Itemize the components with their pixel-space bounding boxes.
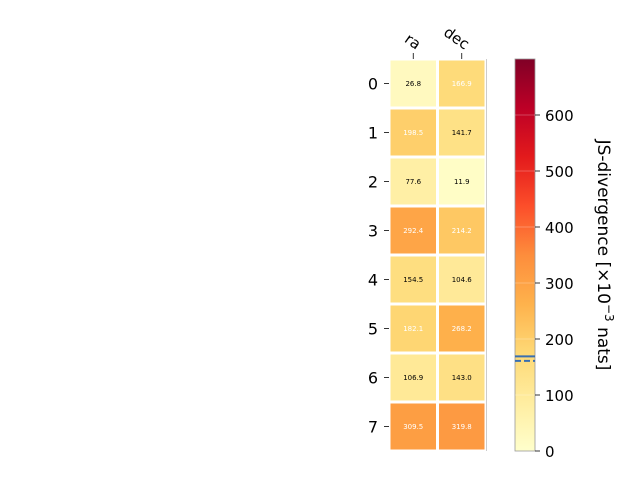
- row-label: 5: [368, 320, 378, 339]
- row-labels: 0 1 2 3 4 5 6 7: [368, 75, 389, 437]
- heatmap-cell: [439, 158, 485, 205]
- colorbar-ticks: 0 100 200 300 400 500 600: [515, 107, 574, 461]
- column-label: dec: [440, 23, 472, 53]
- colorbar-tick-label: 400: [545, 219, 574, 237]
- row-label: 2: [368, 173, 378, 192]
- cell-value-label: 319.8: [452, 423, 472, 431]
- cell-value-label: 268.2: [452, 325, 472, 333]
- heatmap-cell: [390, 207, 436, 254]
- row-label: 0: [368, 75, 378, 94]
- row-label: 3: [368, 222, 378, 241]
- heatmap-cell: [439, 256, 485, 303]
- heatmap-cell: [439, 403, 485, 450]
- heatmap-cell: [390, 60, 436, 107]
- colorbar-tick-label: 100: [545, 387, 574, 405]
- heatmap-cell: [390, 354, 436, 401]
- cell-value-label: 198.5: [403, 129, 423, 137]
- row-label: 1: [368, 124, 378, 143]
- cell-value-label: 143.0: [452, 374, 472, 382]
- heatmap-cell: [390, 109, 436, 156]
- heatmap-cell: [439, 305, 485, 352]
- row-label: 6: [368, 369, 378, 388]
- cell-value-label: 26.8: [405, 80, 421, 88]
- row-label: 4: [368, 271, 378, 290]
- colorbar-tick-label: 500: [545, 163, 574, 181]
- colorbar-tick-label: 0: [545, 443, 555, 461]
- cell-value-label: 292.4: [403, 227, 424, 235]
- heatmap-cell: [390, 256, 436, 303]
- heatmap-cells: 26.8 166.9 198.5 141.7 77.6 11.9 292.4 214.2 154…: [390, 60, 485, 450]
- colorbar-label: JS-divergence [×10−3 nats]: [593, 139, 616, 371]
- row-label: 7: [368, 418, 378, 437]
- heatmap-cell: [439, 109, 485, 156]
- cell-value-label: 166.9: [452, 80, 472, 88]
- cell-value-label: 11.9: [454, 178, 470, 186]
- cell-value-label: 104.6: [452, 276, 473, 284]
- heatmap-cell: [439, 207, 485, 254]
- colorbar: [514, 58, 536, 452]
- cell-value-label: 214.2: [452, 227, 472, 235]
- heatmap-cell: [439, 354, 485, 401]
- cell-value-label: 154.5: [403, 276, 423, 284]
- cell-value-label: 77.6: [405, 178, 421, 186]
- column-labels: ra dec: [401, 23, 473, 59]
- colorbar-markers: [515, 355, 535, 362]
- heatmap-cell: [390, 158, 436, 205]
- cell-value-label: 309.5: [403, 423, 423, 431]
- heatmap-cell: [390, 305, 436, 352]
- colorbar-tick-label: 200: [545, 331, 574, 349]
- heatmap-cell: [390, 403, 436, 450]
- heatmap-cell: [439, 60, 485, 107]
- colorbar-tick-label: 600: [545, 107, 574, 125]
- cell-value-label: 106.9: [403, 374, 423, 382]
- colorbar-tick-label: 300: [545, 275, 574, 293]
- cell-value-label: 141.7: [452, 129, 472, 137]
- column-label: ra: [401, 30, 424, 54]
- cell-value-label: 182.1: [403, 325, 423, 333]
